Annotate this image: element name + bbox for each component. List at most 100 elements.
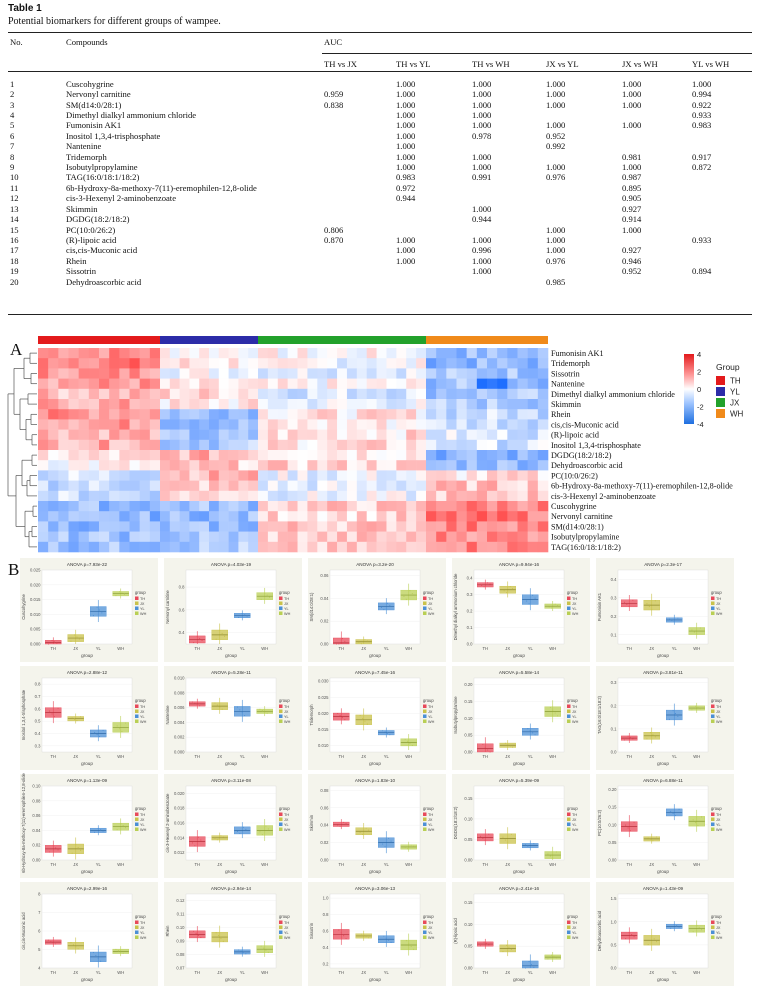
heat-cell [386,378,397,390]
heatmap-row-label: Dimethyl dialkyl ammonium chloride [551,390,675,399]
data-point [487,582,489,584]
data-point [386,602,388,604]
heat-cell [119,521,130,532]
heat-cell [327,419,338,430]
heat-cell [78,531,90,543]
heat-cell [238,358,249,369]
x-tick-label: WH [261,646,268,651]
heat-cell [139,450,151,461]
y-tick-label: 0.020 [318,711,329,716]
heat-cell [327,531,338,543]
heat-cell [218,541,229,553]
legend-swatch [135,822,139,826]
table-header: Table 1 Potential biomarkers for differe… [8,2,221,28]
data-point [627,827,629,829]
data-point [236,830,238,832]
color-scale-tick: 0 [697,385,701,394]
boxplot-panel: ANOVA p=1.83e-100.000.020.040.060.08Skim… [308,774,446,878]
heat-cell [456,511,467,522]
x-tick-label: WH [693,646,700,651]
heat-cell [426,480,437,492]
heat-cell [446,399,457,410]
legend-label: JX [716,926,721,930]
data-point [383,608,385,611]
heat-cell [476,399,488,410]
data-point [481,584,483,586]
legend-label: WH [428,720,435,724]
heat-cell [58,399,69,410]
data-point [409,590,411,592]
data-point [214,837,216,839]
legend-label: WH [572,720,579,724]
auc-value: 1.000 [472,99,492,110]
data-point [552,857,554,859]
heat-cell [267,450,279,461]
data-point [339,715,341,717]
heat-cell [476,378,488,390]
data-point [191,701,193,703]
data-point [526,600,528,602]
x-tick-label: TH [626,646,632,651]
heat-cell [129,501,140,512]
x-axis-label: group [81,977,93,982]
heat-cell [346,419,358,430]
heat-cell [228,419,239,430]
y-tick-label: 0.8 [179,585,185,590]
heat-cell [327,348,338,359]
compound-name: TAG(16:0/18:1/18:2) [66,172,140,183]
heat-cell [426,388,437,400]
data-point [625,938,627,940]
heat-cell [238,460,249,471]
heat-cell [238,399,249,410]
legend-swatch [567,596,571,600]
heat-cell [78,501,90,512]
heat-cell [436,358,447,369]
sub-header: JX vs YL [546,59,579,70]
heat-cell [537,348,549,359]
legend-label: JX [428,602,433,606]
heat-cell [258,490,269,502]
heat-cell [527,460,539,471]
heat-cell [497,429,508,441]
y-tick-label: 0.010 [174,676,185,681]
heat-cell [436,439,447,451]
legend-title: group [279,914,290,919]
y-tick-label: 0.00 [320,858,329,863]
heat-cell [189,511,200,522]
data-point [100,960,102,962]
heat-cell [366,490,377,502]
heat-cell [466,429,478,441]
heat-cell [99,409,110,420]
heat-cell [346,388,358,400]
heat-cell [209,368,220,379]
heat-cell [386,511,397,522]
y-tick-label: 0.5 [35,719,41,724]
data-point [263,947,265,949]
auc-value [322,110,394,120]
heat-cell [426,470,437,481]
heat-cell [446,429,457,441]
heat-cell [517,439,528,451]
auc-value [620,141,690,151]
x-tick-label: JX [73,754,78,759]
y-axis-label: cis,cis-Muconic acid [21,912,26,950]
heat-cell [149,470,161,481]
heat-cell [517,531,528,543]
data-point [366,723,368,725]
heat-cell [376,429,387,441]
heat-cell [287,541,298,553]
heat-cell [537,541,549,553]
heat-cell [416,490,427,502]
heat-cell [218,511,229,522]
x-tick-label: TH [50,754,56,759]
x-tick-label: YL [96,970,102,975]
heat-cell [527,501,539,512]
auc-value: 1.000 [472,266,492,277]
y-tick-label: 0.04 [320,823,329,828]
heat-cell [218,480,229,492]
heat-cell [446,460,457,471]
heat-cell [199,348,210,359]
col-compounds: Compounds [66,37,108,47]
heat-cell [317,501,328,512]
heat-cell [446,368,457,379]
